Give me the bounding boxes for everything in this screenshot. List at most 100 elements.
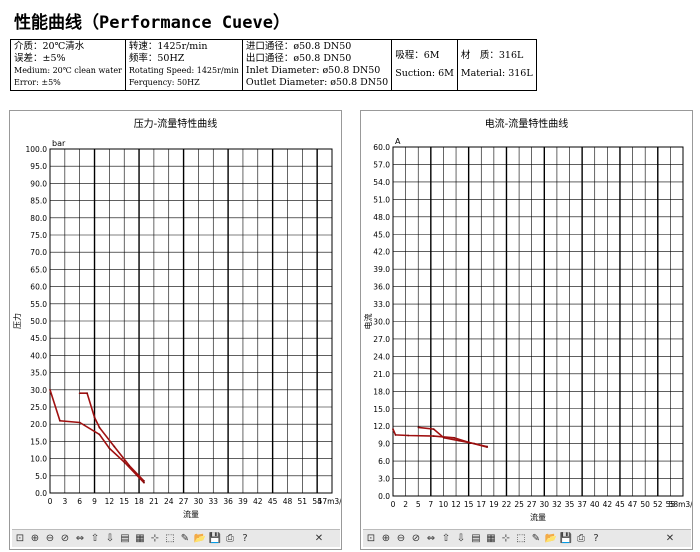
x-tick-label: 2 <box>403 500 408 509</box>
series-point-1 <box>394 434 397 436</box>
zoom-fit-icon[interactable]: ⊡ <box>15 533 25 544</box>
x-tick-label: 51 <box>298 497 308 506</box>
save-icon[interactable]: 💾 <box>559 533 573 544</box>
series-point-2 <box>113 445 116 448</box>
x-tick-label: 7 <box>428 500 433 509</box>
x-tick-label: 6 <box>77 497 82 506</box>
print-icon[interactable]: ⎙ <box>577 533 585 544</box>
freq-en: Ferquency: 50HZ <box>128 78 200 87</box>
y-tick-label: 0.0 <box>378 492 390 501</box>
current-chart-panel: 电流-流量特性曲线 0 2 5 7 10 12 15 17 19 22 25 27 30 32 35 37 40… <box>360 110 693 550</box>
x-tick-label: 58m3/h <box>669 500 692 509</box>
medium-label: 介质：20℃清水 <box>14 41 85 52</box>
series-point-2 <box>128 464 131 467</box>
series-line-1 <box>49 389 145 484</box>
table-icon[interactable]: ▦ <box>135 533 145 544</box>
x-tick-label: 27 <box>527 500 537 509</box>
table-icon[interactable]: ▦ <box>486 533 496 544</box>
zoom-out-icon[interactable]: ⊖ <box>396 533 406 544</box>
current-chart: 0 2 5 7 10 12 15 17 19 22 25 27 30 32 35 37 40 42 45 47 50 52… <box>363 137 692 522</box>
save-icon[interactable]: 💾 <box>208 533 222 544</box>
y-tick-label: 15.0 <box>30 437 47 446</box>
x-tick-label: 24 <box>164 497 174 506</box>
x-tick-label: 10 <box>439 500 449 509</box>
error-en: Error: ±5% <box>14 78 61 87</box>
x-tick-label: 42 <box>253 497 263 506</box>
pan-down-icon[interactable]: ⇩ <box>105 533 115 544</box>
crosshair-icon[interactable]: ⊹ <box>150 533 160 544</box>
y-tick-label: 12.0 <box>373 422 390 431</box>
y-tick-label: 85.0 <box>30 197 47 206</box>
series-point-1 <box>58 419 61 422</box>
pan-down-icon[interactable]: ⇩ <box>456 533 466 544</box>
help-icon[interactable]: ? <box>242 533 248 544</box>
x-tick-label: 21 <box>149 497 159 506</box>
y-unit-label: bar <box>52 139 66 148</box>
x-tick-label: 39 <box>238 497 248 506</box>
y-tick-label: 5.0 <box>35 472 47 481</box>
y-tick-label: 50.0 <box>30 317 47 326</box>
y-tick-label: 33.0 <box>373 300 390 309</box>
speed-en: Rotating Speed: 1425r/min <box>128 66 239 75</box>
x-tick-label: 18 <box>134 497 144 506</box>
outlet-label: 出口通径：ø50.8 DN50 <box>245 53 352 64</box>
suction-en: Suction: 6M <box>395 68 454 79</box>
pressure-chart: 036912151821242730333639424548515457m3/h… <box>12 139 341 519</box>
zoom-reset-icon[interactable]: ⊘ <box>411 533 421 544</box>
x-tick-label: 40 <box>590 500 600 509</box>
spec-table: 介质：20℃清水 误差：±5% Medium: 20℃ clean water … <box>10 39 537 91</box>
page-title: 性能曲线（Performance Cueve） <box>14 13 290 33</box>
y-tick-label: 39.0 <box>373 265 390 274</box>
x-tick-label: 30 <box>194 497 204 506</box>
open-icon[interactable]: 📂 <box>193 533 207 544</box>
select-icon[interactable]: ⬚ <box>516 533 526 544</box>
spec-diameter-cell: 进口通径：ø50.8 DN50 出口通径：ø50.8 DN50 Inlet Di… <box>241 39 393 91</box>
y-tick-label: 36.0 <box>373 283 390 292</box>
y-tick-label: 15.0 <box>373 405 390 414</box>
x-tick-label: 15 <box>119 497 129 506</box>
data-icon[interactable]: ▤ <box>471 533 481 544</box>
series-point-2 <box>86 392 89 395</box>
x-tick-label: 9 <box>92 497 97 506</box>
zoom-in-icon[interactable]: ⊕ <box>30 533 40 544</box>
series-point-1 <box>453 436 455 439</box>
y-tick-label: 18.0 <box>373 387 390 396</box>
help-icon[interactable]: ? <box>593 533 599 544</box>
pressure-chart-title: 压力-流量特性曲线 <box>133 119 218 130</box>
material-label: 材 质：316L <box>460 50 524 61</box>
current-chart-title: 电流-流量特性曲线 <box>484 119 569 130</box>
pan-up-icon[interactable]: ⇧ <box>90 533 100 544</box>
y-tick-label: 45.0 <box>373 230 390 239</box>
zoom-out-icon[interactable]: ⊖ <box>45 533 55 544</box>
pan-horizontal-icon[interactable]: ⇔ <box>75 533 85 544</box>
spec-suction-cell: 吸程：6M Suction: 6M <box>391 39 458 91</box>
open-icon[interactable]: 📂 <box>544 533 558 544</box>
y-tick-label: 80.0 <box>30 214 47 223</box>
close-icon[interactable]: ✕ <box>314 533 324 544</box>
x-tick-label: 17 <box>476 500 486 509</box>
x-tick-label: 0 <box>48 497 53 506</box>
zoom-fit-icon[interactable]: ⊡ <box>366 533 376 544</box>
print-icon[interactable]: ⎙ <box>226 533 234 544</box>
edit-icon[interactable]: ✎ <box>180 533 190 544</box>
x-tick-label: 50 <box>640 500 650 509</box>
y-tick-label: 55.0 <box>30 300 47 309</box>
x-tick-label: 45 <box>268 497 278 506</box>
pan-horizontal-icon[interactable]: ⇔ <box>426 533 436 544</box>
select-icon[interactable]: ⬚ <box>165 533 175 544</box>
crosshair-icon[interactable]: ⊹ <box>501 533 511 544</box>
zoom-in-icon[interactable]: ⊕ <box>381 533 391 544</box>
y-tick-label: 21.0 <box>373 370 390 379</box>
y-tick-label: 40.0 <box>30 351 47 360</box>
outlet-en: Outlet Diameter: ø50.8 DN50 <box>245 77 389 88</box>
x-tick-label: 25 <box>514 500 524 509</box>
x-tick-label: 27 <box>179 497 189 506</box>
pan-up-icon[interactable]: ⇧ <box>441 533 451 544</box>
close-icon[interactable]: ✕ <box>665 533 675 544</box>
edit-icon[interactable]: ✎ <box>531 533 541 544</box>
zoom-reset-icon[interactable]: ⊘ <box>60 533 70 544</box>
data-icon[interactable]: ▤ <box>120 533 130 544</box>
series-point-2 <box>442 436 445 439</box>
y-tick-label: 20.0 <box>30 420 47 429</box>
y-tick-label: 0.0 <box>35 489 47 498</box>
